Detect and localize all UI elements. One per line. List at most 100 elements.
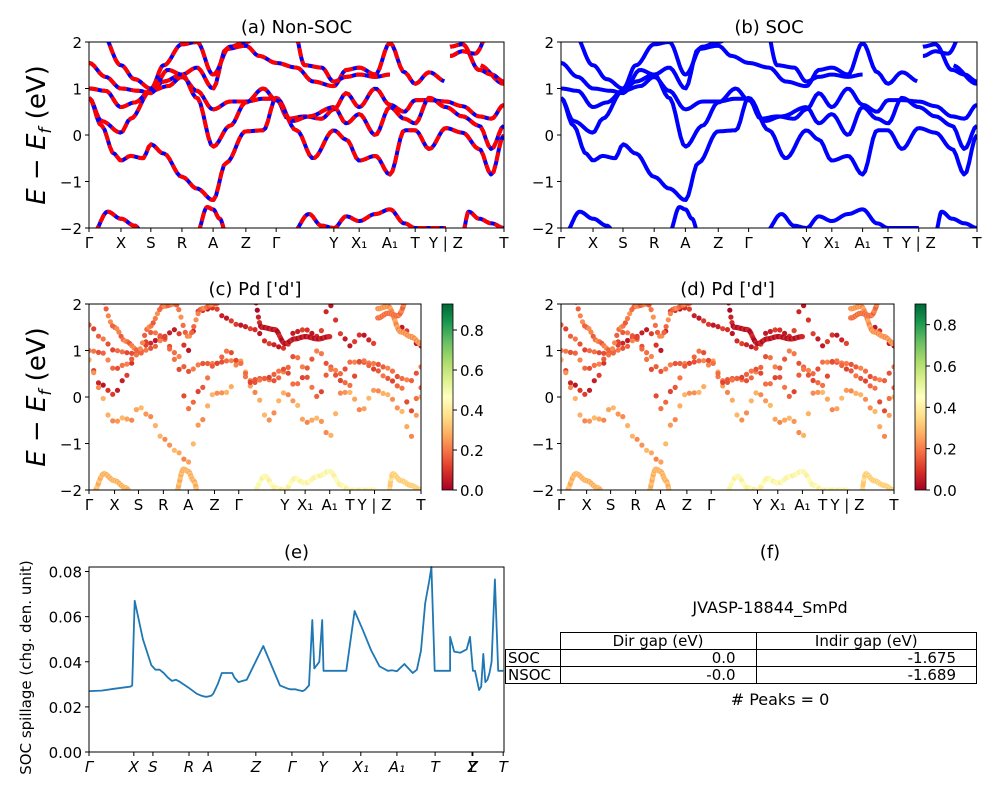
projected-band-point xyxy=(417,288,422,293)
panel-title-c: (c) Pd ['d'] xyxy=(208,279,301,300)
projected-band-point xyxy=(176,366,182,372)
projected-band-point xyxy=(89,322,92,328)
x-tick-label: Γ xyxy=(744,234,753,252)
projected-band-point xyxy=(295,402,301,408)
projected-band-point xyxy=(251,491,256,496)
x-tick-label: Γ xyxy=(235,496,244,514)
projected-band-point xyxy=(309,356,315,362)
projected-band-point xyxy=(124,372,130,378)
projected-band-point xyxy=(271,410,277,416)
projected-band-point xyxy=(139,340,146,346)
x-tick-label: X₁ xyxy=(297,496,313,514)
projected-band-point xyxy=(91,370,97,376)
projected-band-point xyxy=(200,360,206,367)
projected-band-point xyxy=(191,324,197,330)
y-tick-label: 0.08 xyxy=(49,564,82,582)
projected-band-point xyxy=(105,357,111,363)
panel-d: (d) Pd ['d']210−1−2Γ X S R A Z Γ Y X₁ A₁ T Y | Z T0.… xyxy=(532,279,957,514)
projected-band-point xyxy=(290,381,296,387)
projected-band-point xyxy=(620,340,626,346)
projected-band-point xyxy=(886,288,891,293)
projected-band-point xyxy=(95,349,102,355)
band-line-soc-3 xyxy=(561,60,977,151)
projected-band-point xyxy=(772,327,778,333)
projected-band-point xyxy=(205,360,211,367)
projected-band-point xyxy=(848,368,854,374)
projected-band-point xyxy=(786,415,792,421)
projected-band-point xyxy=(663,441,669,447)
projected-band-point xyxy=(625,330,631,336)
projected-band-point xyxy=(347,359,353,365)
table-corner xyxy=(506,633,561,650)
projected-band-point xyxy=(415,288,420,293)
projected-band-point xyxy=(758,364,764,370)
band-line-nsoc-7 xyxy=(295,207,447,228)
projected-band-point xyxy=(875,299,880,304)
projected-band-point xyxy=(103,306,109,312)
projected-band-point xyxy=(126,488,132,490)
axes-frame-d xyxy=(560,303,895,491)
ylabel-minus: − xyxy=(22,150,52,188)
projected-band-point xyxy=(276,375,282,381)
projected-band-point xyxy=(722,492,727,497)
ylabel-minus: − xyxy=(22,412,52,450)
projected-band-point xyxy=(569,292,574,297)
y-tick-label: −2 xyxy=(60,220,82,238)
projected-band-point xyxy=(347,389,353,395)
colorbar-tick-label: 0.4 xyxy=(460,402,484,420)
projected-band-point xyxy=(881,433,888,439)
projected-band-point xyxy=(89,347,92,354)
projected-band-point xyxy=(418,364,421,370)
projected-band-point xyxy=(333,372,339,378)
x-tick-label: A xyxy=(680,234,691,252)
colorbar-tick-label: 0.2 xyxy=(460,442,484,460)
projected-band-point xyxy=(148,345,154,351)
x-tick-label: T xyxy=(817,496,828,514)
projected-band-point xyxy=(399,385,405,391)
projected-band-point xyxy=(824,373,831,379)
projected-band-point xyxy=(219,390,225,396)
projected-band-point xyxy=(701,318,707,324)
projected-band-point xyxy=(410,288,415,293)
projected-band-point xyxy=(658,347,664,353)
projected-band-point xyxy=(777,365,783,371)
projected-band-point xyxy=(646,492,651,497)
x-tick-label: T xyxy=(888,496,899,514)
projected-band-point xyxy=(571,295,576,300)
x-tick-label: X₁ xyxy=(351,234,367,252)
projected-band-point xyxy=(394,383,400,389)
projected-band-point xyxy=(739,417,745,423)
projected-band-point xyxy=(105,313,111,319)
projected-band-point xyxy=(174,491,179,496)
projected-band-point xyxy=(867,373,873,380)
band-line-soc-5 xyxy=(567,209,613,228)
projected-band-point xyxy=(418,288,423,293)
column-header-indir-gap: Indir gap (eV) xyxy=(755,632,978,650)
projected-band-point xyxy=(176,450,182,456)
projected-band-point xyxy=(406,291,411,296)
projected-band-point xyxy=(629,333,636,339)
projected-band-point xyxy=(385,392,391,398)
projected-band-point xyxy=(214,360,220,366)
y-tick-label: 0.04 xyxy=(49,654,82,672)
projected-band-point xyxy=(843,340,850,346)
projected-band-point xyxy=(148,340,154,346)
projected-band-point xyxy=(563,326,569,332)
projected-band-point xyxy=(601,360,607,366)
x-tick-label: R xyxy=(177,234,187,252)
projected-band-point xyxy=(233,321,239,327)
projected-band-point xyxy=(646,304,652,308)
projected-band-point xyxy=(371,366,377,372)
projected-band-point xyxy=(190,366,196,372)
projected-band-point xyxy=(412,288,417,293)
projected-band-point xyxy=(753,390,759,396)
projected-band-point xyxy=(214,306,220,312)
bands-d xyxy=(561,288,894,497)
projected-band-point xyxy=(561,347,564,354)
x-tick-label: T xyxy=(344,496,355,514)
projected-band-point xyxy=(729,397,735,403)
projected-band-point xyxy=(318,389,324,395)
projected-band-point xyxy=(407,289,412,294)
projected-band-point xyxy=(658,368,664,374)
x-tick-label: A xyxy=(655,496,666,514)
